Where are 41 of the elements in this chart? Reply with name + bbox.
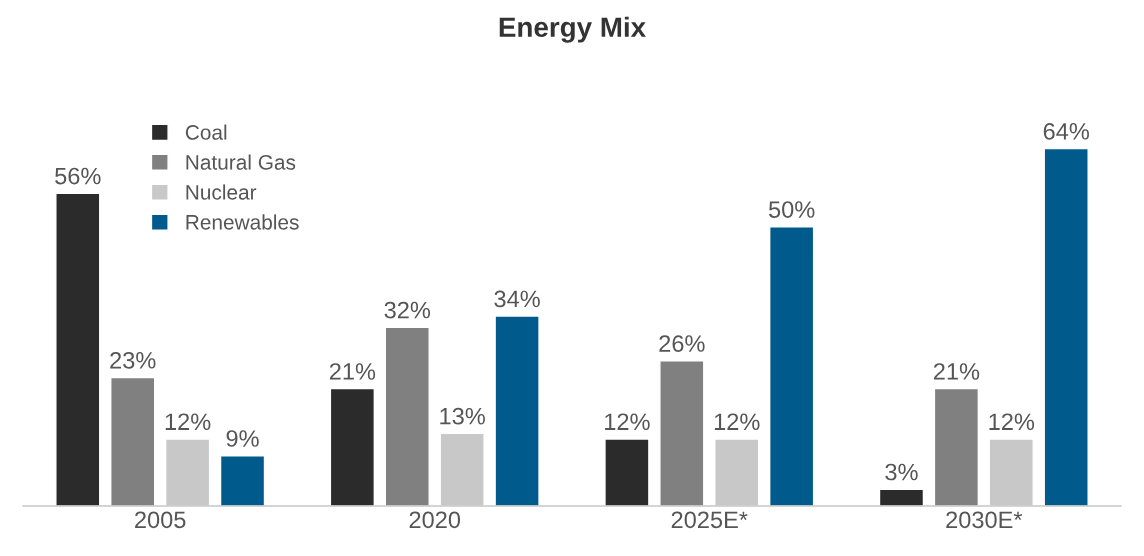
data-label: 64% <box>1043 122 1089 140</box>
data-label: 12% <box>165 413 211 431</box>
bar <box>219 455 266 506</box>
bar <box>659 360 705 506</box>
bar <box>384 326 430 506</box>
x-tick-label: 2030E* <box>946 511 1023 529</box>
legend-label: Renewables <box>186 214 299 230</box>
chart-title: Energy Mix <box>499 16 646 43</box>
legend-label: Coal <box>185 124 227 140</box>
data-label: 13% <box>440 407 485 425</box>
bar <box>110 376 156 506</box>
bar <box>714 438 760 506</box>
data-label: 32% <box>384 301 431 319</box>
x-tick-label: 2025E* <box>671 511 748 529</box>
legend-label: Nuclear <box>186 184 257 200</box>
data-label: 12% <box>989 413 1035 431</box>
x-tick-label: 2020 <box>409 511 461 529</box>
bar <box>164 438 211 506</box>
bar <box>439 432 485 506</box>
x-tick-label: 2005 <box>135 511 186 529</box>
data-label: 23% <box>110 351 156 369</box>
data-label: 21% <box>933 363 980 380</box>
bar <box>933 387 980 506</box>
data-label: 34% <box>494 290 540 308</box>
data-label: 56% <box>55 167 101 185</box>
data-label: 26% <box>659 335 705 352</box>
data-label: 50% <box>768 201 815 218</box>
legend-label: Natural Gas <box>186 154 296 170</box>
bar <box>768 226 815 506</box>
data-label: 12% <box>714 413 760 431</box>
data-label: 21% <box>329 363 376 380</box>
data-label: 3% <box>885 463 918 481</box>
bar <box>494 315 540 506</box>
bar <box>604 438 650 506</box>
bar <box>1043 147 1089 506</box>
data-label: 9% <box>226 430 259 447</box>
bar <box>55 192 101 506</box>
bar <box>988 438 1034 506</box>
data-label: 12% <box>605 413 650 431</box>
bar <box>329 387 376 506</box>
bar <box>878 488 925 506</box>
